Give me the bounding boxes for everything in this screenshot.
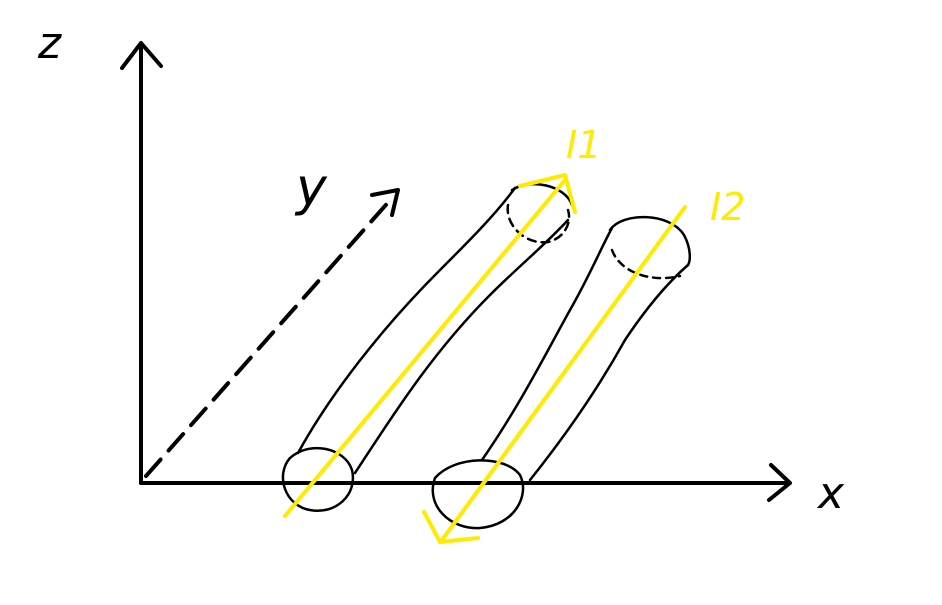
- conductor-1-base: [281, 446, 355, 513]
- current-1-label: I1: [566, 123, 601, 167]
- z-axis-label: z: [37, 18, 62, 69]
- conductor-2: [431, 215, 691, 530]
- svg-text:I2: I2: [710, 185, 745, 229]
- x-axis-label: x: [816, 468, 845, 519]
- z-axis-arrowhead: [120, 41, 163, 70]
- current-1-arrow: [283, 173, 577, 518]
- y-axis-label: y: [294, 158, 328, 218]
- z-axis: [120, 41, 163, 485]
- current-2-arrowhead: [422, 510, 480, 544]
- current-2-label: I2: [710, 185, 745, 229]
- conductor-1: [281, 182, 574, 513]
- x-axis: [139, 463, 792, 502]
- current-2-arrow: [422, 205, 687, 544]
- y-axis: [144, 188, 400, 478]
- y-axis-arrowhead: [370, 188, 400, 217]
- x-axis-arrowhead: [767, 463, 792, 502]
- conductor-2-base: [431, 459, 525, 530]
- svg-text:I1: I1: [566, 123, 601, 167]
- conductor-2-top: [608, 215, 691, 267]
- conductor-1-top: [510, 182, 574, 207]
- current-1-arrowhead: [518, 173, 577, 214]
